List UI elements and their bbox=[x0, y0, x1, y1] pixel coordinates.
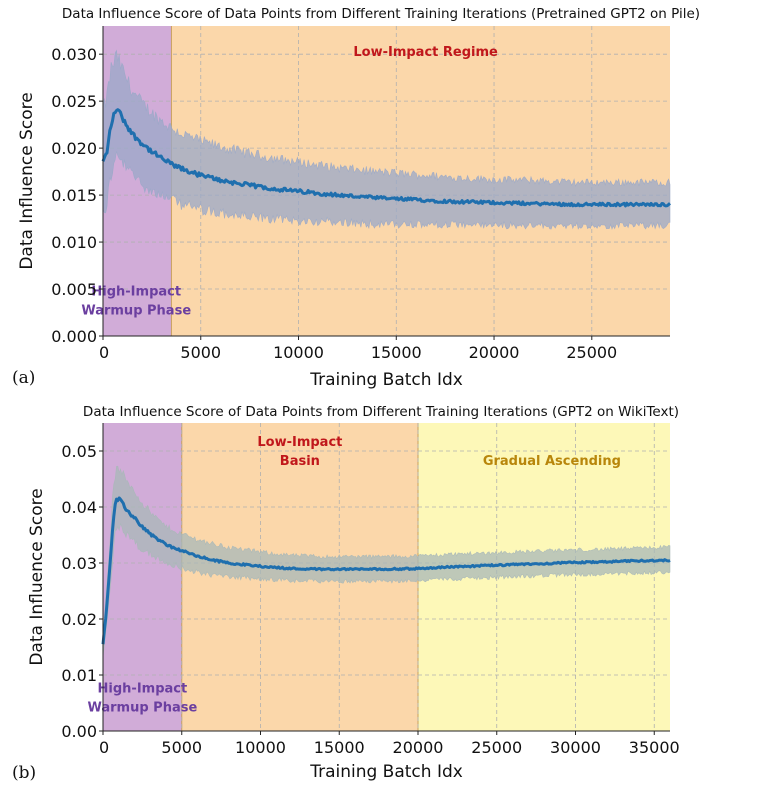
series-band bbox=[102, 465, 671, 657]
region-label: Low-Impact Regime bbox=[353, 45, 498, 60]
x-tick-label: 35000 bbox=[629, 738, 680, 757]
x-tick-label: 20000 bbox=[393, 738, 444, 757]
y-tick-label: 0.05 bbox=[61, 442, 97, 461]
y-tick-label: 0.04 bbox=[61, 498, 97, 517]
region-label: Basin bbox=[280, 454, 320, 469]
series-line bbox=[101, 496, 671, 645]
x-tick-label: 15000 bbox=[371, 343, 422, 362]
y-tick-label: 0.01 bbox=[61, 666, 97, 685]
y-tick-label: 0.025 bbox=[51, 92, 97, 111]
y-tick-label: 0.030 bbox=[51, 45, 97, 64]
x-tick-label: 5000 bbox=[180, 343, 221, 362]
x-tick-label: 0 bbox=[99, 343, 109, 362]
y-tick-label: 0.010 bbox=[51, 233, 97, 252]
y-tick-label: 0.020 bbox=[51, 139, 97, 158]
x-axis-label: Training Batch Idx bbox=[309, 370, 463, 390]
region-label: Warmup Phase bbox=[81, 303, 191, 318]
panel-label: (a) bbox=[12, 368, 35, 388]
x-tick-label: 15000 bbox=[314, 738, 365, 757]
y-tick-label: 0.015 bbox=[51, 186, 97, 205]
chart-panel-b: Data Influence Score of Data Points from… bbox=[12, 404, 680, 783]
region-label: High-Impact bbox=[98, 681, 188, 696]
region-label: Warmup Phase bbox=[87, 700, 197, 715]
x-tick-label: 25000 bbox=[471, 738, 522, 757]
chart-panel-a: Data Influence Score of Data Points from… bbox=[12, 6, 700, 390]
panel-label: (b) bbox=[12, 763, 36, 783]
chart-title: Data Influence Score of Data Points from… bbox=[62, 6, 700, 22]
x-tick-label: 10000 bbox=[235, 738, 286, 757]
x-tick-label: 0 bbox=[99, 738, 109, 757]
x-tick-label: 10000 bbox=[273, 343, 324, 362]
y-tick-label: 0.000 bbox=[51, 327, 97, 346]
y-tick-label: 0.03 bbox=[61, 554, 97, 573]
region-label: Gradual Ascending bbox=[483, 454, 621, 469]
x-axis-label: Training Batch Idx bbox=[309, 762, 463, 782]
y-tick-label: 0.005 bbox=[51, 280, 97, 299]
series-line bbox=[101, 108, 671, 208]
x-tick-label: 30000 bbox=[550, 738, 601, 757]
x-tick-label: 5000 bbox=[161, 738, 202, 757]
chart-title: Data Influence Score of Data Points from… bbox=[83, 404, 679, 420]
region-label: High-Impact bbox=[91, 284, 181, 299]
y-axis-label: Data Influence Score bbox=[17, 92, 37, 269]
region-label: Low-Impact bbox=[257, 435, 342, 450]
y-axis-label: Data Influence Score bbox=[27, 488, 47, 665]
y-tick-label: 0.00 bbox=[61, 722, 97, 741]
y-tick-label: 0.02 bbox=[61, 610, 97, 629]
x-tick-label: 20000 bbox=[469, 343, 520, 362]
x-tick-label: 25000 bbox=[566, 343, 617, 362]
